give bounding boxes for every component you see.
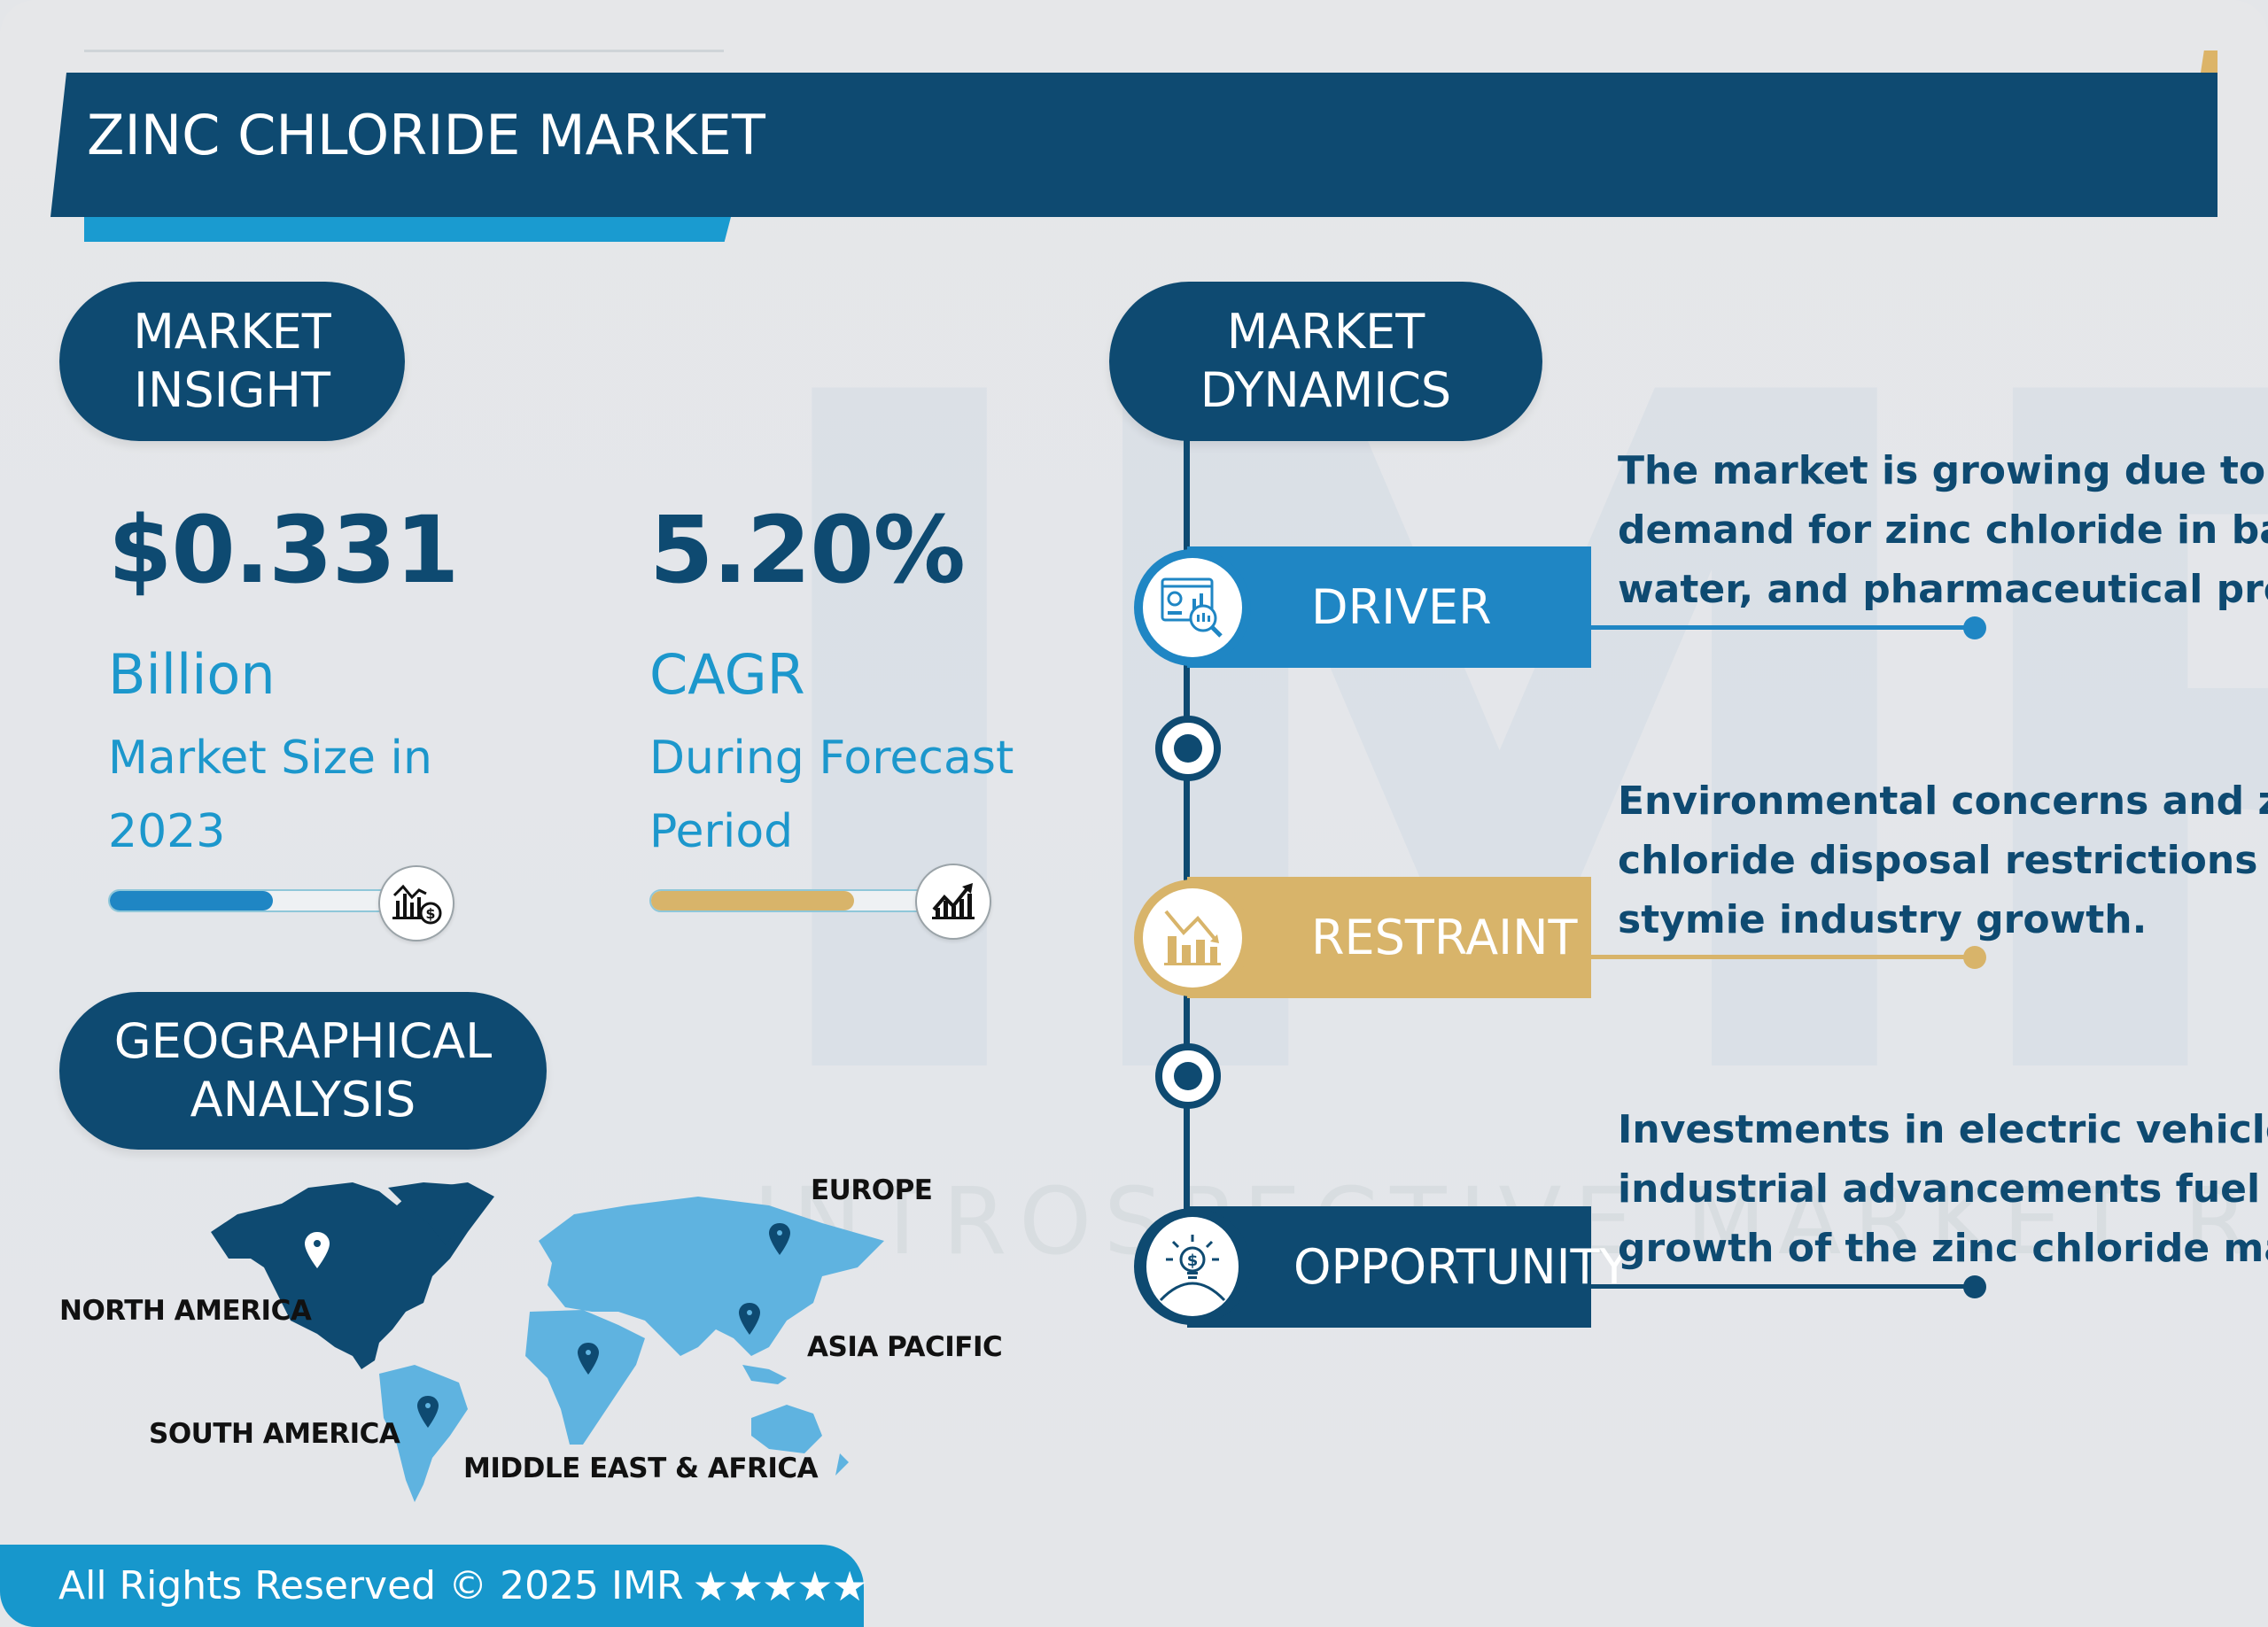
south-america-shape	[379, 1365, 468, 1502]
australia-shape	[751, 1405, 822, 1453]
driver-icon-badge	[1134, 549, 1251, 666]
pin-asia-pacific-icon	[739, 1303, 760, 1335]
driver-desc-line: water, and pharmaceutical production.	[1618, 567, 2268, 612]
cagr-progress	[649, 889, 935, 912]
driver-bar: DRIVER	[1187, 546, 1591, 668]
timeline-node-2	[1155, 1043, 1221, 1109]
opportunity-desc-line: Investments in electric vehicles and	[1618, 1107, 2268, 1152]
market-dynamics-heading: MARKET DYNAMICS	[1109, 282, 1542, 441]
opportunity-desc-line: growth of the zinc chloride market.	[1618, 1226, 2268, 1271]
driver-desc-line: demand for zinc chloride in batteries,	[1618, 507, 2268, 553]
growth-chart-icon	[915, 864, 991, 940]
restraint-icon-badge	[1134, 879, 1251, 996]
market-insight-heading: MARKET INSIGHT	[59, 282, 405, 441]
opportunity-description: Investments in electric vehicles and ind…	[1618, 1100, 2268, 1278]
copyright-text: All Rights Reserved © 2025 IMR	[58, 1563, 684, 1608]
market-size-label-line1: Market Size in	[108, 732, 432, 785]
timeline-node-dot	[1174, 734, 1202, 763]
svg-text:$: $	[1187, 1251, 1199, 1270]
opportunity-icon-badge: $	[1134, 1208, 1251, 1325]
restraint-desc-line: chloride disposal restrictions may	[1618, 838, 2268, 883]
market-size-progress	[108, 889, 393, 912]
market-size-progress-fill	[110, 891, 274, 910]
page-title: ZINC CHLORIDE MARKET	[87, 103, 765, 167]
driver-connector	[1591, 625, 1975, 630]
restraint-description: Environmental concerns and zinc chloride…	[1618, 771, 2268, 949]
north-america-shape	[211, 1182, 494, 1369]
cagr-value: 5.20%	[649, 496, 966, 604]
region-label-asia-pacific: ASIA PACIFIC	[807, 1331, 1003, 1363]
pin-europe-icon	[769, 1223, 790, 1255]
cagr-label-line2: Period	[649, 805, 794, 858]
driver-label: DRIVER	[1311, 579, 1492, 635]
restraint-desc-line: stymie industry growth.	[1618, 897, 2148, 942]
header-banner	[50, 73, 2218, 217]
market-size-label-line2: 2023	[108, 805, 226, 858]
analytics-magnifier-icon	[1143, 558, 1242, 657]
header-accent-tab	[2201, 50, 2218, 73]
driver-desc-line: The market is growing due to the	[1618, 448, 2268, 493]
dollar-lightbulb-icon: $	[1146, 1217, 1239, 1316]
cagr-label-line1: During Forecast	[649, 732, 1014, 785]
pin-south-america-icon	[417, 1396, 439, 1428]
declining-chart-icon	[1143, 888, 1242, 988]
geo-heading-line2: ANALYSIS	[190, 1072, 416, 1127]
market-size-value: $0.331	[108, 496, 459, 604]
region-label-south-america: SOUTH AMERICA	[149, 1418, 400, 1450]
opportunity-desc-line: industrial advancements fuel the	[1618, 1166, 2268, 1212]
geo-heading-line1: GEOGRAPHICAL	[113, 1013, 493, 1069]
dynamics-heading-line1: MARKET	[1226, 304, 1425, 360]
market-insight-heading-line1: MARKET	[133, 304, 331, 360]
opportunity-bar: OPPORTUNITY	[1187, 1206, 1629, 1328]
driver-connector-dot	[1963, 616, 1986, 639]
opportunity-connector	[1591, 1284, 1975, 1289]
restraint-connector-dot	[1963, 946, 1986, 969]
market-size-unit: Billion	[108, 642, 276, 707]
cagr-unit: CAGR	[649, 642, 805, 707]
region-label-north-america: NORTH AMERICA	[59, 1295, 312, 1327]
rating-stars-icon: ★★★★★	[692, 1561, 868, 1610]
geographical-analysis-heading: GEOGRAPHICAL ANALYSIS	[59, 992, 547, 1150]
header-accent-strip	[84, 217, 731, 242]
market-insight-heading-line2: INSIGHT	[134, 362, 330, 418]
cagr-progress-fill	[651, 891, 854, 910]
watermark-logo: IMR	[726, 354, 2268, 1134]
footer-copyright: All Rights Reserved © 2025 IMR ★★★★★	[0, 1545, 868, 1627]
world-map	[211, 1182, 884, 1502]
opportunity-connector-dot	[1963, 1275, 1986, 1298]
region-label-europe: EUROPE	[811, 1174, 933, 1206]
restraint-bar: RESTRAINT	[1187, 877, 1591, 998]
dynamics-heading-line2: DYNAMICS	[1200, 362, 1452, 418]
driver-description: The market is growing due to the demand …	[1618, 441, 2268, 619]
timeline-node-dot	[1174, 1062, 1202, 1090]
svg-text:$: $	[425, 905, 435, 922]
restraint-desc-line: Environmental concerns and zinc	[1618, 779, 2268, 824]
timeline-line	[1184, 438, 1190, 1289]
chart-dollar-icon: $	[378, 865, 454, 941]
timeline-node-1	[1155, 716, 1221, 781]
region-label-middle-east-africa: MIDDLE EAST & AFRICA	[463, 1453, 819, 1484]
opportunity-label: OPPORTUNITY	[1293, 1239, 1629, 1295]
restraint-label: RESTRAINT	[1311, 910, 1578, 965]
pin-middle-east-africa-icon	[578, 1343, 599, 1375]
eurasia-shape	[539, 1197, 884, 1356]
africa-shape	[525, 1310, 645, 1445]
header-rule	[84, 50, 724, 52]
restraint-connector	[1591, 955, 1975, 959]
pin-north-america-icon	[305, 1232, 330, 1268]
